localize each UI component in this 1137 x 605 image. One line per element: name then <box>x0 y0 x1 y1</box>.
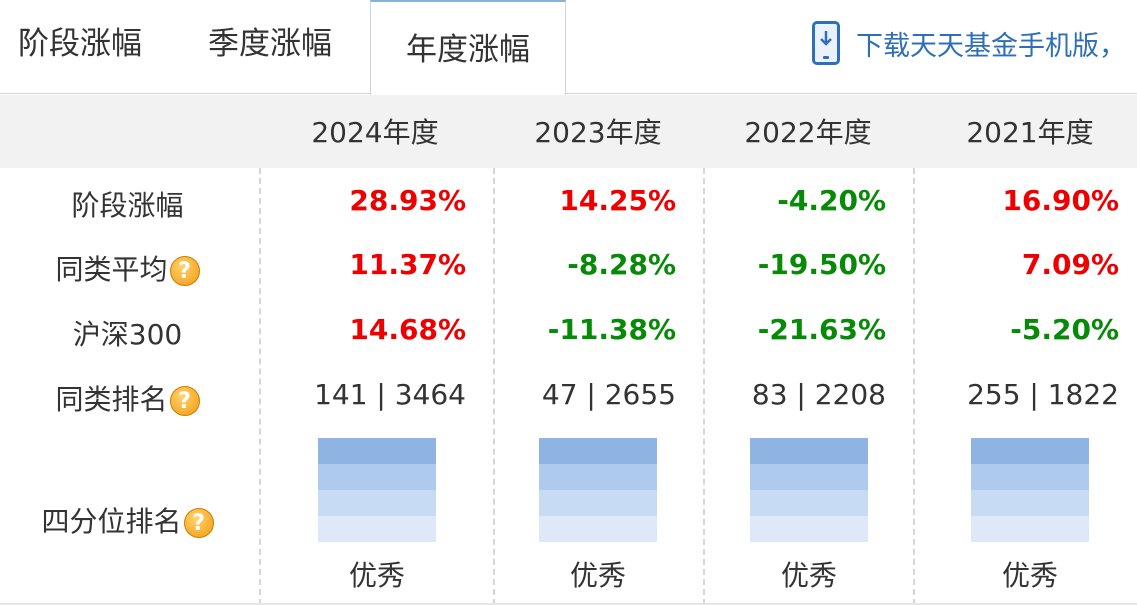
value-csi300: 14.68% <box>349 313 466 346</box>
quartile-chart <box>318 438 436 542</box>
value-category-rank: 47 | 2655 <box>541 378 676 411</box>
quartile-result: 优秀 <box>780 559 837 592</box>
value-csi300: -5.20% <box>1010 313 1119 346</box>
value-category-rank: 141 | 3464 <box>314 378 466 411</box>
value-period-return: 16.90% <box>1002 184 1119 217</box>
table-bottom-border <box>0 603 1137 605</box>
quartile-chart <box>539 438 657 542</box>
column-divider <box>493 168 495 605</box>
value-category-average: 11.37% <box>349 248 466 281</box>
tab-period-return[interactable]: 阶段涨幅 <box>18 26 142 62</box>
phone-download-icon <box>812 21 840 65</box>
value-csi300: -11.38% <box>547 313 676 346</box>
value-category-average: 7.09% <box>1021 248 1119 281</box>
value-category-rank: 255 | 1822 <box>967 378 1119 411</box>
quartile-result: 优秀 <box>1001 559 1058 592</box>
quartile-result: 优秀 <box>569 559 626 592</box>
row-label-period-return: 阶段涨幅 <box>71 189 184 222</box>
value-category-average: -19.50% <box>757 248 886 281</box>
column-divider <box>703 168 705 605</box>
value-period-return: 28.93% <box>349 184 466 217</box>
tab-quarterly-return[interactable]: 季度涨幅 <box>208 26 332 62</box>
quartile-chart <box>971 438 1089 542</box>
year-header-2022: 2022年度 <box>744 116 872 149</box>
column-divider <box>913 168 915 605</box>
download-app-text: 下载天天基金手机版， <box>856 30 1126 62</box>
value-period-return: -4.20% <box>777 184 886 217</box>
help-icon[interactable]: ? <box>183 508 214 538</box>
quartile-chart <box>750 438 868 542</box>
value-category-average: -8.28% <box>567 248 676 281</box>
year-header-2021: 2021年度 <box>966 116 1094 149</box>
year-header-2024: 2024年度 <box>311 116 439 149</box>
download-app-link[interactable]: 下载天天基金手机版， <box>812 20 1126 66</box>
row-label-category-rank: 同类排名? <box>0 378 255 418</box>
row-label-category-average: 同类平均? <box>0 248 255 288</box>
value-csi300: -21.63% <box>757 313 886 346</box>
column-divider <box>259 168 261 605</box>
quartile-result: 优秀 <box>348 559 405 592</box>
help-icon[interactable]: ? <box>169 256 200 286</box>
year-header-2023: 2023年度 <box>534 116 662 149</box>
row-label-quartile-rank: 四分位排名? <box>0 500 255 540</box>
value-category-rank: 83 | 2208 <box>751 378 886 411</box>
tab-annual-return[interactable]: 年度涨幅 <box>370 0 566 95</box>
value-period-return: 14.25% <box>559 184 676 217</box>
help-icon[interactable]: ? <box>169 386 200 416</box>
year-header-row: 2024年度 2023年度 2022年度 2021年度 <box>0 95 1137 168</box>
row-label-csi300: 沪深300 <box>72 318 183 351</box>
tab-bar: 阶段涨幅 季度涨幅 年度涨幅 下载天天基金手机版， <box>0 0 1137 95</box>
